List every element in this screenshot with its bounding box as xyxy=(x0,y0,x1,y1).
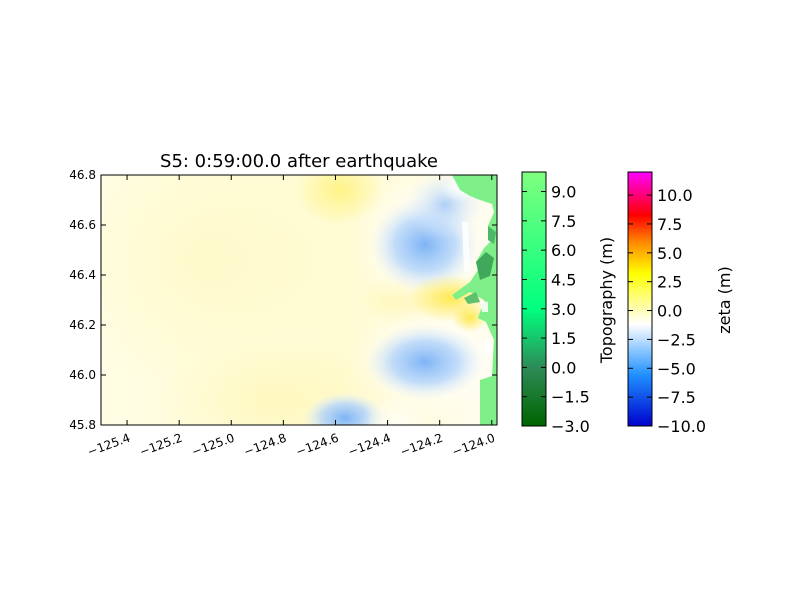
y-tick-label: 46.8 xyxy=(69,168,96,182)
colorbar-tick-label: 0.0 xyxy=(551,358,576,377)
land-lowland-2 xyxy=(488,226,496,244)
colorbar-tick-label: 6.0 xyxy=(551,241,576,260)
land-lowland-3 xyxy=(464,292,480,304)
negative-anomaly-south xyxy=(365,324,485,400)
colorbar-tick-label: 0.0 xyxy=(657,302,682,321)
zeta-colorbar-label: zeta (m) xyxy=(715,266,734,333)
x-tick-label: −125.0 xyxy=(190,431,237,459)
zeta-colorbar xyxy=(627,171,653,427)
shoreline-strip xyxy=(462,222,470,272)
y-tick-label: 46.0 xyxy=(69,368,96,382)
plot-frame xyxy=(100,174,498,426)
land-lowland-1 xyxy=(476,252,494,280)
broad-swell xyxy=(101,175,340,390)
positive-anomaly-coastal-south xyxy=(452,304,488,332)
x-tick-label: −124.4 xyxy=(346,431,393,459)
colorbar-tick-label: 4.5 xyxy=(551,270,576,289)
estuary-2 xyxy=(480,300,488,312)
colorbar-tick-label: 1.5 xyxy=(551,329,576,348)
colorbar-tick-label: −3.0 xyxy=(551,417,590,436)
x-tick-label: −124.8 xyxy=(242,431,289,459)
white-patch-bottom xyxy=(360,395,430,425)
colorbar-tick-label: 3.0 xyxy=(551,300,576,319)
x-tick-label: −124.6 xyxy=(294,431,341,459)
colorbar-tick-label: 5.0 xyxy=(657,244,682,263)
topography-colorbar-label: Topography (m) xyxy=(597,237,616,364)
topography-colorbar-ticks: −3.0 −1.5 0.0 1.5 3.0 4.5 6.0 7.5 9.0 xyxy=(522,183,590,436)
y-tick-label: 45.8 xyxy=(69,418,96,432)
land-coastline xyxy=(452,175,497,425)
y-tick-label: 46.6 xyxy=(69,218,96,232)
colorbar-tick-label: −5.0 xyxy=(657,359,696,378)
colorbar-tick-label: 7.5 xyxy=(657,215,682,234)
colorbar-tick-label: −10.0 xyxy=(657,417,706,436)
chart-title: S5: 0:59:00.0 after earthquake xyxy=(160,151,438,172)
heatmap-field xyxy=(101,175,497,425)
y-axis: 45.8 46.0 46.2 46.4 46.6 46.8 xyxy=(69,168,497,432)
colorbar-tick-label: 7.5 xyxy=(551,212,576,231)
colorbar-tick-label: −1.5 xyxy=(551,388,590,407)
estuary-1 xyxy=(484,340,492,356)
zeta-colorbar-ticks: −10.0 −7.5 −5.0 −2.5 0.0 2.5 5.0 7.5 10.0 xyxy=(628,186,706,436)
colorbar-tick-label: 10.0 xyxy=(657,186,693,205)
colorbar-tick-label: −2.5 xyxy=(657,330,696,349)
y-tick-label: 46.2 xyxy=(69,318,96,332)
y-tick-label: 46.4 xyxy=(69,268,96,282)
topography-colorbar xyxy=(521,171,547,427)
x-tick-label: −125.2 xyxy=(138,431,185,459)
x-tick-label: −124.2 xyxy=(398,431,445,459)
x-tick-label: −124.0 xyxy=(450,431,497,459)
x-tick-label: −125.4 xyxy=(86,431,133,459)
colorbar-tick-label: −7.5 xyxy=(657,388,696,407)
colorbar-tick-label: 9.0 xyxy=(551,183,576,202)
colorbar-tick-label: 2.5 xyxy=(657,273,682,292)
